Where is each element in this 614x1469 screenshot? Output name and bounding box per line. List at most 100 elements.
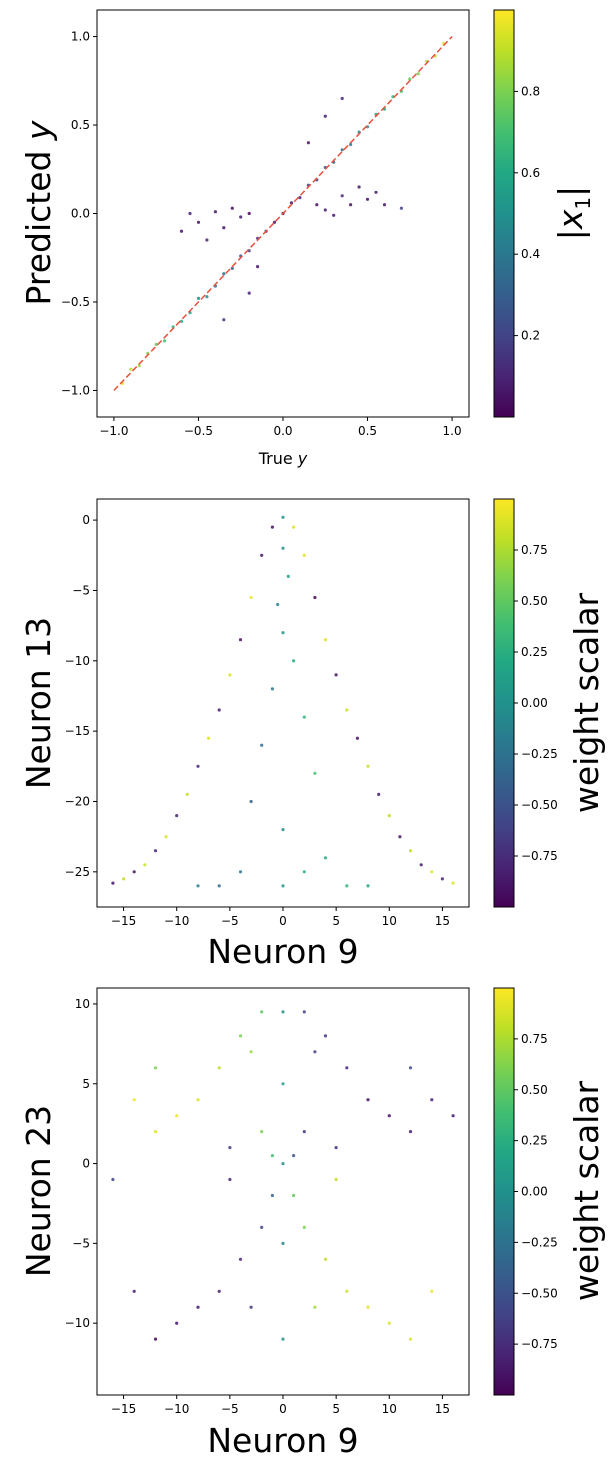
data-point xyxy=(334,673,338,677)
data-point xyxy=(451,1114,455,1118)
data-point xyxy=(249,1050,253,1054)
data-point xyxy=(302,1225,306,1229)
data-point xyxy=(175,814,179,818)
colorbar-tick-label: 0.00 xyxy=(521,696,548,710)
data-point xyxy=(249,595,253,600)
data-point xyxy=(292,1154,296,1158)
x-ticks-3: −15 −10 −5 0 5 10 15 xyxy=(111,1395,450,1416)
data-point xyxy=(313,1050,317,1054)
data-point xyxy=(196,296,201,300)
x-tick-label: 0.5 xyxy=(358,424,377,438)
data-point xyxy=(111,1177,115,1182)
colorbar-label-1: |x1| xyxy=(551,186,595,241)
data-point xyxy=(292,525,296,529)
data-point xyxy=(313,595,317,600)
data-point xyxy=(323,114,327,118)
colorbar-tick-label: 0.25 xyxy=(521,1134,548,1148)
data-point xyxy=(228,1146,232,1150)
y-axis-label-2: Neuron 13 xyxy=(19,617,58,789)
reference-line xyxy=(113,36,453,391)
data-point xyxy=(398,835,402,839)
plot-area-2 xyxy=(96,498,470,908)
data-point xyxy=(270,1154,274,1158)
data-point xyxy=(175,1114,179,1118)
y-tick-label: −25 xyxy=(65,865,90,879)
data-point xyxy=(281,1337,285,1341)
data-point xyxy=(129,367,133,371)
colorbar-tick-label: 0.6 xyxy=(521,166,540,180)
data-point xyxy=(289,201,294,205)
data-point xyxy=(451,881,455,885)
data-point xyxy=(366,884,370,888)
panel-neuron13-vs-neuron9: −15 −10 −5 0 5 10 15 −25−20−15−10−50 Neuron 9 … xyxy=(19,498,606,971)
colorbar-2 xyxy=(493,498,515,908)
panel-predicted-vs-true: −1.0 −0.5 0.0 0.5 1.0 −1.0 −0.5 0.0 0.5 1.0 True… xyxy=(19,9,595,468)
data-point xyxy=(196,1305,200,1309)
data-point xyxy=(196,884,200,888)
data-point xyxy=(387,814,391,818)
data-point xyxy=(249,799,253,804)
data-point xyxy=(205,295,209,299)
data-point xyxy=(239,215,243,219)
data-point xyxy=(365,197,370,201)
data-point xyxy=(217,1066,221,1070)
x-ticks-1: −1.0 −0.5 0.0 0.5 1.0 xyxy=(99,417,462,438)
y-axis-label-1: Predicted y xyxy=(19,120,58,305)
data-point xyxy=(164,835,168,839)
data-point xyxy=(238,1034,243,1038)
data-point xyxy=(292,1193,296,1198)
x-tick-label: 10 xyxy=(382,1402,397,1416)
data-point xyxy=(228,673,232,677)
panel-neuron23-vs-neuron9: −15 −10 −5 0 5 10 15 −10 −5 0 5 10 Neuron 9 Neuron… xyxy=(19,987,606,1460)
data-point xyxy=(122,877,126,881)
data-point xyxy=(408,849,413,853)
x-tick-label: 0 xyxy=(279,1402,287,1416)
colorbar-tick-label: 0.75 xyxy=(521,1032,548,1046)
data-point xyxy=(323,1034,328,1038)
data-point xyxy=(281,1241,285,1245)
data-point xyxy=(247,291,251,295)
data-point xyxy=(260,553,264,557)
y-tick-label: 0 xyxy=(82,1157,90,1171)
data-point xyxy=(163,339,167,343)
data-point xyxy=(302,870,306,874)
data-point xyxy=(349,203,353,207)
data-point xyxy=(302,553,306,557)
data-point xyxy=(111,881,115,885)
data-point xyxy=(217,708,221,712)
data-point xyxy=(281,1010,285,1014)
y-tick-label: −20 xyxy=(65,794,90,808)
data-point xyxy=(213,210,217,214)
data-point xyxy=(345,884,349,888)
data-point xyxy=(228,1177,232,1182)
data-point xyxy=(249,1305,253,1309)
data-point xyxy=(196,1098,200,1102)
y-tick-label: 10 xyxy=(75,997,90,1011)
data-point xyxy=(132,1289,136,1293)
x-tick-label: 5 xyxy=(332,1402,340,1416)
colorbar-label-2: weight scalar xyxy=(567,592,606,813)
data-point xyxy=(323,856,328,860)
x-axis-label-2: Neuron 9 xyxy=(207,932,358,971)
data-point xyxy=(247,211,251,216)
data-point xyxy=(298,196,302,200)
data-point xyxy=(419,863,423,867)
y-ticks-3: −10 −5 0 5 10 xyxy=(65,997,97,1330)
data-point xyxy=(137,364,141,368)
y-tick-label: 0.0 xyxy=(71,207,90,221)
x-tick-label: −15 xyxy=(111,914,136,928)
data-point xyxy=(302,1130,306,1134)
x-tick-label: 1.0 xyxy=(443,424,462,438)
data-point xyxy=(238,1257,243,1261)
data-point xyxy=(340,194,344,198)
data-point xyxy=(323,638,328,642)
data-point xyxy=(238,870,243,874)
data-point xyxy=(153,1066,158,1070)
colorbar-tick-label: −0.50 xyxy=(521,1286,558,1300)
colorbar-tick-label: 0.2 xyxy=(521,329,540,343)
x-tick-label: −10 xyxy=(164,1402,189,1416)
x-tick-label: −1.0 xyxy=(99,424,128,438)
data-point xyxy=(332,213,336,217)
data-point xyxy=(179,229,184,233)
